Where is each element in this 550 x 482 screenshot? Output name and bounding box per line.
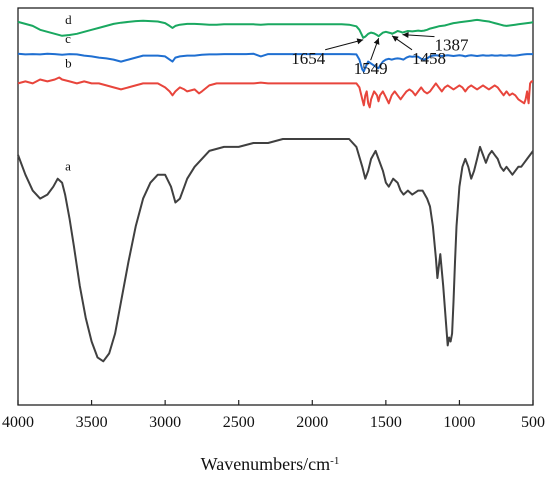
x-tick-label-2500: 2500 — [223, 414, 255, 431]
x-tick-label-3500: 3500 — [76, 414, 108, 431]
annotation-label-1387: 1387 — [434, 36, 469, 55]
plot-frame — [17, 7, 534, 406]
x-tick-label-4000: 4000 — [2, 414, 34, 431]
x-axis-label: Wavenumbers/cm-1 — [201, 454, 340, 474]
series-line-b — [17, 76, 533, 109]
annotation-arrowhead-1387 — [402, 31, 409, 38]
x-tick-label-1000: 1000 — [443, 414, 475, 431]
series-line-c — [17, 52, 533, 73]
series-label-b: b — [65, 56, 72, 71]
series-label-d: d — [65, 12, 72, 27]
annotation-arrowhead-1654 — [356, 38, 364, 45]
x-tick-label-1500: 1500 — [370, 414, 402, 431]
x-tick-label-3000: 3000 — [149, 414, 181, 431]
x-tick-label-500: 500 — [521, 414, 545, 431]
annotation-label-1654: 1654 — [291, 49, 326, 68]
annotation-label-1458: 1458 — [412, 49, 446, 68]
series-line-d — [17, 18, 534, 39]
x-tick-label-2000: 2000 — [296, 414, 328, 431]
annotation-arrowhead-1458 — [392, 35, 399, 42]
annotation-arrowhead-1549 — [373, 38, 380, 45]
series-line-a — [17, 138, 534, 363]
annotation-label-1549: 1549 — [354, 59, 388, 78]
series-label-c: c — [65, 31, 71, 46]
x-axis-label-superscript: -1 — [330, 455, 339, 467]
series-label-a: a — [65, 159, 71, 174]
annotation-arrow-1654 — [325, 39, 364, 51]
x-axis-label-main: Wavenumbers/cm — [201, 454, 331, 474]
